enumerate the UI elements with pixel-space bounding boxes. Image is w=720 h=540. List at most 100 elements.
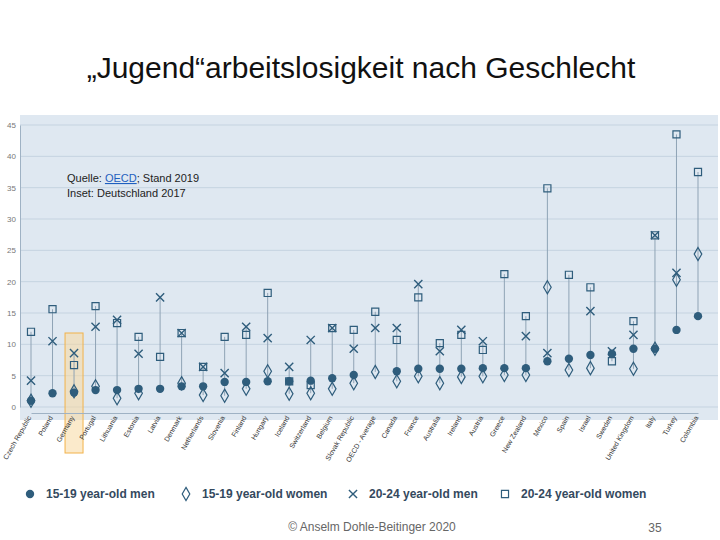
data-point <box>285 387 293 400</box>
data-point <box>350 345 358 353</box>
data-point <box>393 336 400 343</box>
data-point <box>630 362 638 375</box>
data-point <box>264 365 272 378</box>
tick-label: Switzerland <box>288 415 312 450</box>
data-point <box>135 387 143 400</box>
range-line <box>52 309 53 393</box>
data-point <box>242 382 250 395</box>
tick: Greece <box>488 413 506 438</box>
tick-label: 35 <box>7 184 16 193</box>
data-point <box>629 345 637 353</box>
tick: France <box>403 413 420 437</box>
data-point <box>608 358 615 365</box>
data-point <box>565 271 572 278</box>
grid-line <box>20 250 718 251</box>
grid-line <box>20 156 718 157</box>
data-point <box>458 331 465 338</box>
tick-label: 45 <box>7 121 16 130</box>
data-point <box>114 319 121 326</box>
data-point <box>436 340 443 347</box>
data-point <box>673 131 680 138</box>
data-point <box>70 361 77 368</box>
tick-label: Italy <box>644 414 658 430</box>
data-point <box>307 382 314 389</box>
data-point <box>156 385 164 393</box>
data-point <box>393 324 401 332</box>
data-point <box>479 346 486 353</box>
legend-item: 15-19 year-old women <box>182 487 327 501</box>
tick-label: 30 <box>7 215 16 224</box>
range-line <box>504 274 505 375</box>
marks <box>27 131 702 407</box>
data-point <box>220 378 228 386</box>
data-point <box>113 392 121 405</box>
range-line <box>310 340 311 393</box>
tick-label: 10 <box>7 340 16 349</box>
source-suffix: ; Stand 2019 <box>137 172 199 184</box>
tick-label: Finland <box>230 415 248 438</box>
grid-line <box>20 219 718 220</box>
tick-label: New Zealand <box>501 415 528 454</box>
data-point <box>27 397 35 405</box>
data-point <box>27 328 34 335</box>
data-point <box>92 303 99 310</box>
data-point <box>436 377 444 390</box>
slide: „Jugend“arbeitslosigkeit nach Geschlecht… <box>0 0 720 540</box>
series <box>27 248 702 408</box>
grid-line <box>20 125 718 126</box>
tick-label: Latvia <box>146 415 161 435</box>
data-point <box>436 365 444 373</box>
data-point <box>479 370 487 383</box>
data-point <box>157 353 164 360</box>
data-point <box>651 231 659 239</box>
data-point <box>393 375 401 388</box>
range-line <box>74 353 75 392</box>
series <box>27 131 701 389</box>
legend: 15-19 year-old men 15-19 year-old women 20… <box>26 487 647 501</box>
data-point <box>264 334 272 342</box>
data-point <box>70 385 78 398</box>
data-point <box>501 271 508 278</box>
data-point <box>199 389 207 402</box>
legend-label: 20-24 year-old women <box>521 487 646 501</box>
tick: Poland <box>37 413 54 437</box>
data-point <box>264 289 271 296</box>
data-point <box>479 337 487 345</box>
range-line <box>31 332 32 401</box>
data-point <box>48 389 56 397</box>
plot-background <box>20 115 718 420</box>
range-line <box>375 312 376 372</box>
tick-label: France <box>403 415 420 437</box>
tick: Israel <box>577 413 592 433</box>
data-point <box>371 365 379 378</box>
tick: 15 <box>7 309 20 318</box>
legend-label: 15-19 year-old women <box>202 487 327 501</box>
source-link[interactable]: OECD <box>105 172 137 184</box>
tick: New Zealand <box>501 413 528 454</box>
data-point <box>587 284 594 291</box>
data-point <box>479 364 487 372</box>
legend-label: 15-19 year-old men <box>46 487 155 501</box>
axis-line <box>32 413 699 414</box>
data-point <box>522 332 530 340</box>
grid-line <box>20 313 718 314</box>
series <box>27 312 702 405</box>
data-point <box>544 185 551 192</box>
data-point <box>414 370 422 383</box>
data-point <box>651 232 658 239</box>
tick-label: Portugal <box>78 414 98 441</box>
data-point <box>522 313 529 320</box>
data-point <box>350 377 358 390</box>
range-line <box>224 337 225 396</box>
title: „Jugend“arbeitslosigkeit nach Geschlecht <box>87 51 636 84</box>
tick: Slovenia <box>207 413 227 441</box>
data-point <box>178 377 186 390</box>
data-point <box>350 326 357 333</box>
tick: Czech Republic <box>2 413 34 461</box>
data-point <box>328 382 336 395</box>
data-point <box>350 371 358 379</box>
data-point <box>586 307 594 315</box>
tick: OECD - Average <box>345 413 378 464</box>
tick: 40 <box>7 152 20 161</box>
data-point <box>27 377 35 385</box>
